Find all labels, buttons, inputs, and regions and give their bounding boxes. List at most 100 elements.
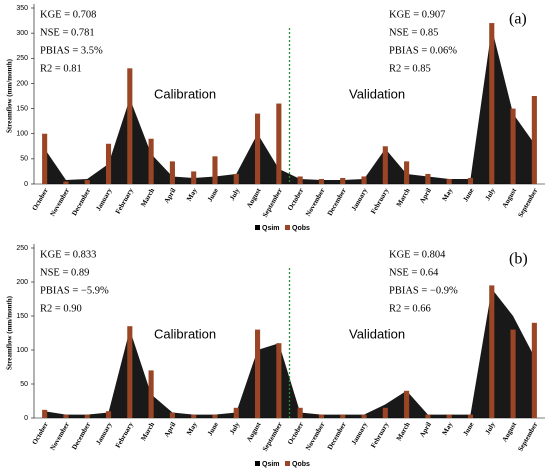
qobs-bar (382, 146, 388, 184)
y-tick-label: 200 (16, 279, 28, 286)
y-tick-label: 150 (16, 313, 28, 320)
qobs-bar (446, 414, 452, 418)
x-tick-label: February (369, 186, 390, 215)
x-tick-label: January (94, 420, 114, 446)
y-tick-label: 300 (16, 30, 28, 37)
y-axis-label: Streamflow (mm/month) (6, 58, 14, 133)
x-tick-label: September (516, 421, 539, 453)
stat: KGE = 0.833 (40, 249, 96, 260)
legend-label: Qsim (262, 461, 280, 468)
x-tick-label: November (49, 187, 71, 218)
qobs-bar (467, 414, 474, 418)
stat: PBIAS = 3.5% (40, 45, 103, 56)
qobs-bar (340, 177, 346, 184)
x-tick-label: August (501, 420, 519, 443)
x-tick-label: June (206, 421, 220, 437)
qobs-bar (148, 138, 154, 184)
qobs-bar (42, 409, 48, 418)
qobs-bar (531, 322, 537, 418)
qobs-bar (467, 177, 474, 184)
stat: NSE = 0.89 (40, 267, 89, 278)
y-tick-label: 200 (16, 80, 28, 87)
qobs-bar (510, 329, 516, 418)
qobs-bar (404, 390, 410, 418)
stat: R2 = 0.66 (389, 303, 431, 314)
y-tick-label: 100 (16, 347, 28, 354)
x-tick-label: April (418, 421, 433, 439)
x-tick-label: June (206, 187, 220, 203)
x-tick-label: July (484, 420, 498, 436)
x-tick-label: August (245, 420, 263, 443)
qobs-bar (127, 68, 133, 184)
x-tick-label: September (261, 421, 284, 453)
x-tick-label: February (369, 420, 390, 449)
qobs-bar (233, 173, 239, 184)
qobs-bar (212, 156, 218, 184)
qobs-bar (318, 178, 324, 184)
legend-swatch (255, 461, 260, 466)
x-tick-label: November (49, 421, 71, 452)
legend-label: Qsim (262, 225, 280, 232)
stat: NSE = 0.85 (389, 27, 438, 38)
x-tick-label: January (350, 420, 370, 446)
qobs-bar (446, 178, 452, 184)
qobs-bar (169, 161, 175, 184)
qobs-bar (233, 407, 239, 418)
x-tick-label: February (114, 420, 135, 449)
qsim-area (44, 28, 535, 184)
x-tick-label: October (31, 187, 50, 212)
x-tick-label: December (70, 187, 92, 217)
x-tick-label: August (245, 186, 263, 209)
legend-swatch (285, 461, 290, 466)
qobs-bar (489, 23, 495, 185)
legend-label: Qobs (292, 461, 310, 468)
y-tick-label: 50 (20, 156, 28, 163)
x-tick-label: March (139, 421, 156, 442)
x-tick-label: December (326, 187, 348, 217)
x-tick-label: August (501, 186, 519, 209)
legend-swatch (255, 225, 260, 230)
x-tick-label: May (185, 186, 199, 202)
y-tick-label: 250 (16, 245, 28, 252)
stat: KGE = 0.804 (389, 249, 446, 260)
qobs-bar (84, 179, 90, 184)
qobs-bar (489, 285, 495, 418)
panel-label: (b) (509, 251, 528, 268)
y-axis-label: Streamflow (mm/month) (6, 295, 14, 370)
stat: KGE = 0.907 (389, 9, 445, 20)
x-tick-label: October (286, 187, 305, 212)
y-tick-label: 100 (16, 131, 28, 138)
stat: R2 = 0.81 (40, 63, 82, 74)
stat: NSE = 0.781 (40, 27, 95, 38)
y-tick-label: 50 (20, 381, 28, 388)
x-tick-label: July (228, 186, 242, 202)
stat: R2 = 0.85 (389, 63, 431, 74)
x-tick-label: June (461, 421, 475, 437)
x-tick-label: March (139, 187, 156, 208)
y-tick-label: 0 (24, 415, 28, 422)
period-label: Calibration (154, 326, 216, 341)
qobs-bar (212, 414, 218, 418)
x-tick-label: March (395, 421, 412, 442)
x-tick-label: March (395, 187, 412, 208)
qobs-bar (361, 414, 367, 418)
qobs-bar (425, 173, 431, 184)
qobs-bar (127, 326, 133, 418)
qobs-bar (340, 414, 346, 418)
qobs-bar (255, 113, 261, 184)
x-tick-label: May (441, 420, 455, 436)
qobs-bar (105, 143, 112, 184)
x-tick-label: June (461, 187, 475, 203)
qobs-bar (531, 96, 537, 184)
period-label: Calibration (154, 86, 216, 101)
qobs-bar (105, 411, 112, 418)
x-tick-label: November (304, 421, 326, 452)
legend-swatch (285, 225, 290, 230)
x-tick-label: May (441, 186, 455, 202)
qobs-bar (63, 414, 69, 418)
x-tick-label: September (261, 187, 284, 219)
stat: PBIAS = −0.9% (389, 285, 458, 296)
qobs-bar (191, 171, 197, 184)
x-tick-label: October (286, 421, 305, 446)
